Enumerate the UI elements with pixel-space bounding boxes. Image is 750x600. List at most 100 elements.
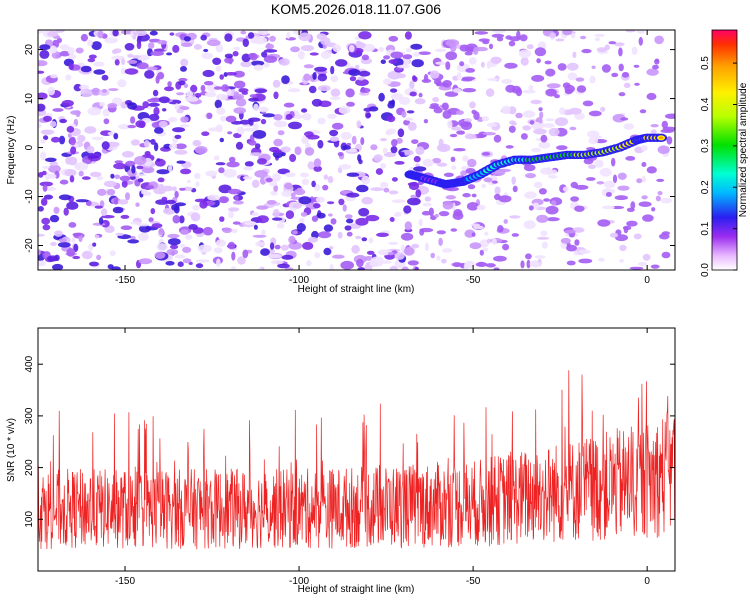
noise-speckle [65, 156, 71, 165]
noise-speckle [269, 242, 275, 250]
noise-speckle [248, 97, 259, 102]
noise-speckle [411, 243, 420, 249]
noise-speckle [492, 30, 506, 34]
noise-speckle [405, 47, 413, 53]
noise-speckle [485, 88, 495, 97]
noise-speckle [154, 251, 166, 259]
noise-speckle [623, 82, 631, 89]
noise-speckle [136, 165, 144, 170]
noise-speckle [261, 51, 268, 58]
noise-speckle [89, 261, 99, 267]
noise-speckle [99, 102, 105, 107]
noise-speckle [557, 63, 567, 71]
noise-speckle [380, 260, 392, 264]
noise-speckle [401, 111, 407, 118]
noise-speckle [587, 130, 600, 139]
noise-speckle [267, 253, 282, 259]
noise-speckle [403, 205, 412, 214]
noise-speckle [491, 180, 498, 184]
noise-speckle [566, 244, 577, 252]
noise-speckle [363, 107, 373, 112]
noise-speckle [612, 174, 618, 184]
noise-speckle [375, 168, 383, 175]
signal-track [404, 133, 668, 189]
noise-speckle [323, 174, 329, 180]
noise-speckle [441, 102, 449, 111]
noise-speckle [172, 214, 181, 224]
noise-speckle [388, 59, 398, 64]
noise-speckle [327, 113, 337, 120]
noise-speckle [609, 232, 619, 238]
noise-speckle [292, 230, 298, 235]
noise-speckle [387, 251, 395, 256]
noise-speckle [232, 221, 241, 225]
noise-speckle [156, 169, 170, 175]
noise-speckle [224, 53, 233, 59]
noise-speckle [432, 157, 442, 164]
noise-speckle [272, 79, 281, 88]
noise-speckle [358, 207, 370, 217]
noise-speckle [129, 175, 136, 180]
noise-speckle [208, 127, 220, 132]
x-tick-label: -50 [466, 576, 481, 587]
noise-speckle [127, 102, 138, 110]
noise-speckle [59, 118, 67, 124]
noise-speckle [415, 189, 422, 198]
colorbar-tick-label: 0.2 [700, 180, 711, 194]
noise-speckle [355, 64, 360, 70]
x-tick-label: 0 [644, 275, 650, 286]
noise-speckle [637, 262, 648, 267]
noise-speckle [174, 254, 186, 259]
noise-speckle [133, 30, 147, 37]
noise-speckle [233, 70, 245, 78]
noise-speckle [451, 126, 462, 131]
noise-speckle [281, 254, 294, 260]
noise-speckle [256, 215, 269, 224]
noise-speckle [255, 241, 266, 247]
noise-speckle [441, 248, 453, 253]
noise-speckle [356, 120, 362, 129]
noise-speckle [190, 212, 201, 222]
noise-speckle [459, 61, 465, 67]
noise-speckle [618, 92, 626, 97]
noise-speckle [594, 33, 605, 37]
noise-speckle [631, 46, 638, 55]
noise-speckle [520, 260, 525, 269]
noise-speckle [167, 238, 181, 246]
noise-speckle [360, 137, 365, 146]
noise-speckle [226, 161, 240, 168]
noise-speckle [413, 166, 427, 172]
noise-speckle [94, 205, 103, 209]
noise-speckle [100, 208, 108, 217]
noise-speckle [249, 94, 257, 98]
noise-speckle [479, 239, 489, 248]
noise-speckle [522, 89, 536, 94]
noise-speckle [603, 180, 616, 189]
noise-speckle [102, 108, 110, 117]
noise-speckle [391, 139, 398, 147]
noise-speckle [228, 211, 234, 219]
noise-speckle [311, 98, 323, 107]
noise-speckle [272, 217, 283, 221]
noise-speckle [562, 30, 573, 36]
noise-speckle [146, 66, 158, 71]
noise-speckle [250, 60, 265, 66]
noise-speckle [104, 37, 119, 44]
noise-speckle [407, 121, 417, 131]
noise-speckle [365, 112, 372, 118]
noise-speckle [221, 84, 230, 92]
noise-speckle [468, 57, 477, 65]
noise-speckle [482, 132, 496, 136]
noise-speckle [393, 213, 402, 217]
noise-speckle [390, 88, 398, 93]
noise-speckle [534, 255, 546, 259]
noise-speckle [232, 93, 245, 100]
noise-speckle [138, 258, 153, 265]
noise-speckle [48, 164, 61, 173]
spectrogram-x-ticks: -150 -100 -50 0 [115, 30, 650, 286]
noise-speckle [249, 152, 263, 157]
noise-speckle [633, 64, 640, 68]
noise-speckle [72, 255, 81, 260]
noise-speckle [178, 77, 188, 82]
noise-speckle [641, 195, 648, 200]
